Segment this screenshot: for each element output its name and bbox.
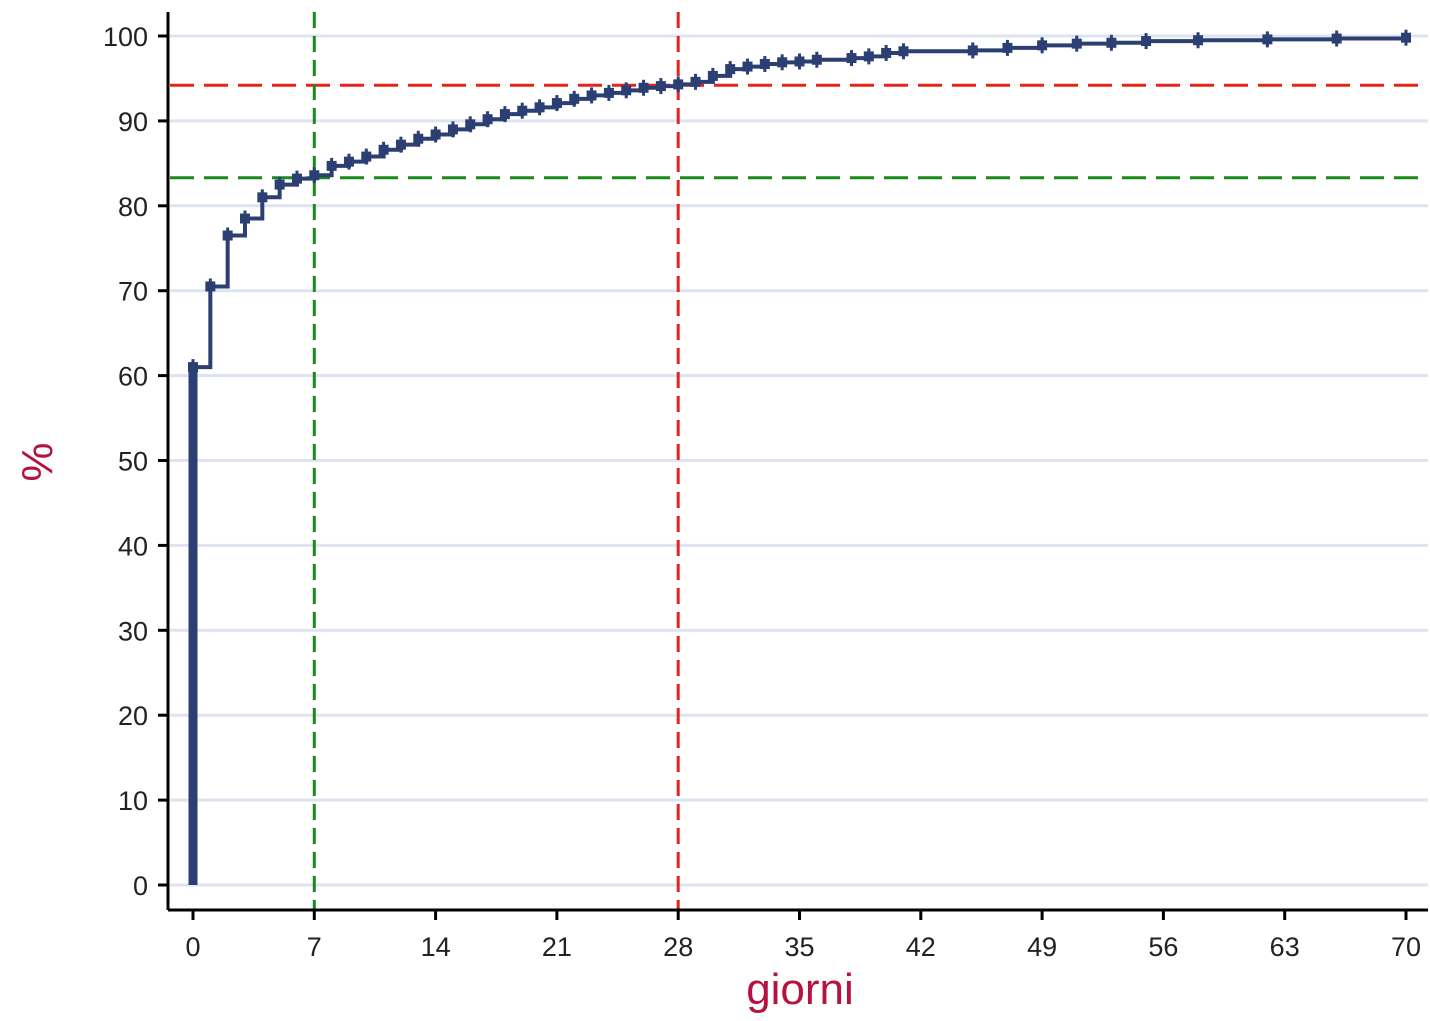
y-tick-label-70: 70 (118, 277, 148, 307)
y-tick-label-30: 30 (118, 616, 148, 646)
x-axis-title: giorni (746, 965, 854, 1014)
data-point (188, 359, 198, 376)
data-point (638, 79, 649, 96)
x-tick-label-0: 0 (185, 932, 200, 962)
data-point (239, 210, 250, 227)
data-point (447, 121, 458, 138)
data-point (1106, 34, 1117, 51)
axes (158, 12, 1428, 920)
y-tick-label-10: 10 (118, 786, 148, 816)
data-point (378, 141, 389, 158)
data-point (1071, 35, 1082, 52)
data-point (673, 76, 684, 93)
x-tick-label-63: 63 (1270, 932, 1300, 962)
data-point (655, 78, 666, 95)
y-tick-label-0: 0 (133, 871, 148, 901)
data-point (586, 87, 597, 104)
data-point (621, 82, 632, 99)
data-point (1401, 29, 1411, 46)
data-point (759, 56, 770, 73)
tick-labels: 0 10 20 30 40 50 60 70 80 90 100 0 7 14 21 28 35 42 49 56 63… (103, 22, 1421, 962)
data-point (569, 90, 580, 107)
data-point (898, 43, 909, 60)
x-tick-label-42: 42 (906, 932, 936, 962)
data-point (1193, 32, 1204, 49)
data-point (777, 54, 788, 71)
x-tick-label-70: 70 (1391, 932, 1421, 962)
y-axis-title: % (13, 442, 62, 481)
data-point (395, 136, 406, 153)
data-point (690, 73, 701, 90)
data-point (811, 51, 822, 68)
data-point (1331, 30, 1342, 47)
data-point (222, 227, 233, 244)
data-point (274, 176, 285, 193)
x-tick-label-56: 56 (1148, 932, 1178, 962)
data-point (1262, 31, 1273, 48)
data-point (551, 95, 562, 112)
data-point (725, 61, 736, 78)
reference-lines (170, 12, 1428, 910)
data-point (499, 106, 510, 123)
y-tick-label-80: 80 (118, 192, 148, 222)
gridlines (170, 34, 1428, 887)
x-tick-label-7: 7 (307, 932, 322, 962)
data-point (205, 278, 216, 295)
data-point (1037, 37, 1048, 54)
data-point (603, 84, 614, 101)
data-point (707, 67, 718, 84)
data-point (1002, 39, 1013, 56)
x-tick-label-28: 28 (663, 932, 693, 962)
data-point (794, 53, 805, 70)
data-point (1141, 33, 1152, 50)
y-tick-label-50: 50 (118, 447, 148, 477)
y-tick-label-40: 40 (118, 531, 148, 561)
data-point (967, 42, 978, 59)
data-point (742, 58, 753, 75)
data-point (361, 148, 372, 165)
y-tick-label-90: 90 (118, 107, 148, 137)
y-tick-label-20: 20 (118, 701, 148, 731)
data-point (343, 153, 354, 170)
data-point (881, 44, 892, 61)
data-point (326, 157, 337, 174)
x-tick-label-49: 49 (1027, 932, 1057, 962)
data-point (846, 50, 857, 67)
data-point (430, 126, 441, 143)
data-point (482, 111, 493, 128)
data-point (863, 48, 874, 65)
data-point (413, 130, 424, 147)
x-tick-label-14: 14 (421, 932, 451, 962)
data-point (309, 167, 320, 184)
series-layer (188, 29, 1411, 885)
data-point (517, 102, 528, 119)
data-point (291, 170, 302, 187)
y-tick-label-60: 60 (118, 362, 148, 392)
x-tick-label-21: 21 (542, 932, 572, 962)
data-point (534, 99, 545, 116)
data-point (257, 189, 268, 206)
x-tick-label-35: 35 (784, 932, 814, 962)
data-point (465, 116, 476, 133)
y-tick-label-100: 100 (103, 22, 148, 52)
